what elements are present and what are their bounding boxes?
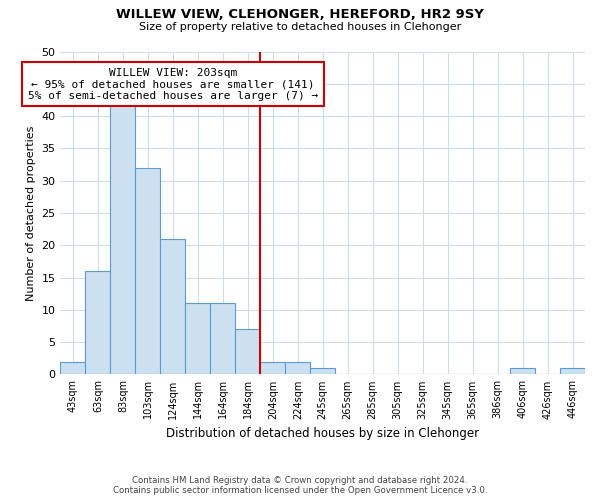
Bar [110,103,136,374]
Text: WILLEW VIEW, CLEHONGER, HEREFORD, HR2 9SY: WILLEW VIEW, CLEHONGER, HEREFORD, HR2 9S… [116,8,484,20]
Bar [310,368,335,374]
Bar [61,362,85,374]
Text: WILLEW VIEW: 203sqm
← 95% of detached houses are smaller (141)
5% of semi-detach: WILLEW VIEW: 203sqm ← 95% of detached ho… [28,68,318,101]
Bar [260,362,285,374]
Bar [285,362,310,374]
Bar [85,271,110,374]
Bar [211,304,235,374]
X-axis label: Distribution of detached houses by size in Clehonger: Distribution of detached houses by size … [166,427,479,440]
Bar [136,168,160,374]
Text: Contains HM Land Registry data © Crown copyright and database right 2024.
Contai: Contains HM Land Registry data © Crown c… [113,476,487,495]
Bar [185,304,211,374]
Bar [235,329,260,374]
Bar [160,239,185,374]
Y-axis label: Number of detached properties: Number of detached properties [26,126,36,300]
Bar [510,368,535,374]
Bar [560,368,585,374]
Text: Size of property relative to detached houses in Clehonger: Size of property relative to detached ho… [139,22,461,32]
